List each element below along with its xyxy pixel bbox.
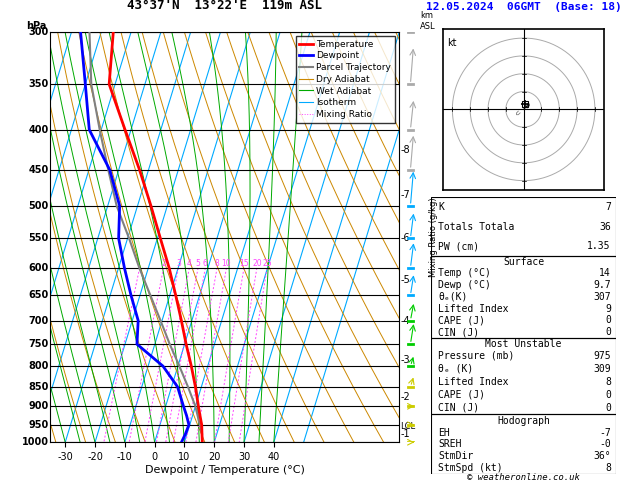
- Text: 500: 500: [28, 201, 48, 211]
- Bar: [431, 257, 616, 338]
- Text: Pressure (mb): Pressure (mb): [438, 351, 515, 361]
- Text: Dewp (°C): Dewp (°C): [438, 280, 491, 290]
- Text: Temp (°C): Temp (°C): [438, 268, 491, 278]
- Text: -6: -6: [400, 233, 409, 243]
- Text: 0: 0: [605, 390, 611, 400]
- Text: EH: EH: [438, 428, 450, 438]
- Text: CAPE (J): CAPE (J): [438, 315, 486, 326]
- Text: 36°: 36°: [593, 451, 611, 461]
- Text: 750: 750: [28, 339, 48, 349]
- Text: 450: 450: [28, 165, 48, 175]
- Text: hPa: hPa: [26, 21, 47, 31]
- Text: Totals Totala: Totals Totala: [438, 222, 515, 232]
- Text: 0: 0: [605, 327, 611, 337]
- Text: 307: 307: [593, 292, 611, 302]
- Text: 700: 700: [28, 315, 48, 326]
- Text: © weatheronline.co.uk: © weatheronline.co.uk: [467, 473, 580, 482]
- Text: 1.35: 1.35: [587, 242, 611, 251]
- Text: 950: 950: [28, 420, 48, 430]
- Text: 2: 2: [161, 259, 166, 268]
- Text: -0: -0: [599, 439, 611, 450]
- Text: 36: 36: [599, 222, 611, 232]
- Text: km
ASL: km ASL: [420, 11, 436, 31]
- Text: 650: 650: [28, 290, 48, 300]
- Text: Lifted Index: Lifted Index: [438, 377, 509, 387]
- Text: θₑ (K): θₑ (K): [438, 364, 474, 374]
- Text: 43°37'N  13°22'E  119m ASL: 43°37'N 13°22'E 119m ASL: [127, 0, 323, 12]
- Text: kt: kt: [447, 38, 457, 48]
- Text: 300: 300: [28, 27, 48, 36]
- Text: 1000: 1000: [21, 437, 48, 447]
- Text: 25: 25: [262, 259, 272, 268]
- Text: 850: 850: [28, 382, 48, 392]
- Text: 12.05.2024  06GMT  (Base: 18): 12.05.2024 06GMT (Base: 18): [426, 2, 621, 12]
- Text: 9.7: 9.7: [593, 280, 611, 290]
- Text: StmDir: StmDir: [438, 451, 474, 461]
- Text: 8: 8: [605, 377, 611, 387]
- Text: Most Unstable: Most Unstable: [486, 339, 562, 348]
- Text: -1: -1: [400, 429, 409, 439]
- Text: 20: 20: [252, 259, 262, 268]
- Bar: [431, 414, 616, 474]
- Text: 975: 975: [593, 351, 611, 361]
- Text: 8: 8: [214, 259, 220, 268]
- Text: Mixing Ratio (g/kg): Mixing Ratio (g/kg): [429, 197, 438, 277]
- Text: K: K: [438, 202, 444, 212]
- Text: 8: 8: [605, 463, 611, 473]
- Text: 350: 350: [28, 79, 48, 89]
- Text: 3: 3: [176, 259, 181, 268]
- Text: 0: 0: [605, 315, 611, 326]
- Text: -5: -5: [400, 275, 410, 285]
- Text: 10: 10: [221, 259, 231, 268]
- Text: -7: -7: [400, 191, 410, 200]
- Text: 9: 9: [605, 304, 611, 313]
- Text: Surface: Surface: [503, 257, 544, 267]
- Text: 0: 0: [605, 403, 611, 413]
- Text: -4: -4: [400, 315, 409, 326]
- Text: SREH: SREH: [438, 439, 462, 450]
- Bar: [431, 197, 616, 257]
- Text: -3: -3: [400, 355, 409, 364]
- Text: 900: 900: [28, 401, 48, 411]
- Text: 600: 600: [28, 263, 48, 273]
- Text: StmSpd (kt): StmSpd (kt): [438, 463, 503, 473]
- Text: Hodograph: Hodograph: [497, 416, 550, 426]
- Bar: [431, 338, 616, 414]
- Text: 14: 14: [599, 268, 611, 278]
- Text: θₑ(K): θₑ(K): [438, 292, 468, 302]
- Text: 309: 309: [593, 364, 611, 374]
- Text: CAPE (J): CAPE (J): [438, 390, 486, 400]
- Text: 5: 5: [196, 259, 201, 268]
- Text: LCL: LCL: [400, 422, 415, 431]
- Text: -8: -8: [400, 145, 409, 156]
- Legend: Temperature, Dewpoint, Parcel Trajectory, Dry Adiabat, Wet Adiabat, Isotherm, Mi: Temperature, Dewpoint, Parcel Trajectory…: [296, 36, 395, 122]
- Text: 7: 7: [605, 202, 611, 212]
- Text: CIN (J): CIN (J): [438, 403, 479, 413]
- Text: -7: -7: [599, 428, 611, 438]
- Text: PW (cm): PW (cm): [438, 242, 479, 251]
- Text: CIN (J): CIN (J): [438, 327, 479, 337]
- X-axis label: Dewpoint / Temperature (°C): Dewpoint / Temperature (°C): [145, 465, 305, 475]
- Text: -2: -2: [400, 392, 410, 402]
- Text: 6: 6: [203, 259, 208, 268]
- Text: 4: 4: [187, 259, 192, 268]
- Text: 550: 550: [28, 233, 48, 243]
- Text: 800: 800: [28, 361, 48, 371]
- Text: Lifted Index: Lifted Index: [438, 304, 509, 313]
- Text: 15: 15: [239, 259, 249, 268]
- Text: 400: 400: [28, 125, 48, 135]
